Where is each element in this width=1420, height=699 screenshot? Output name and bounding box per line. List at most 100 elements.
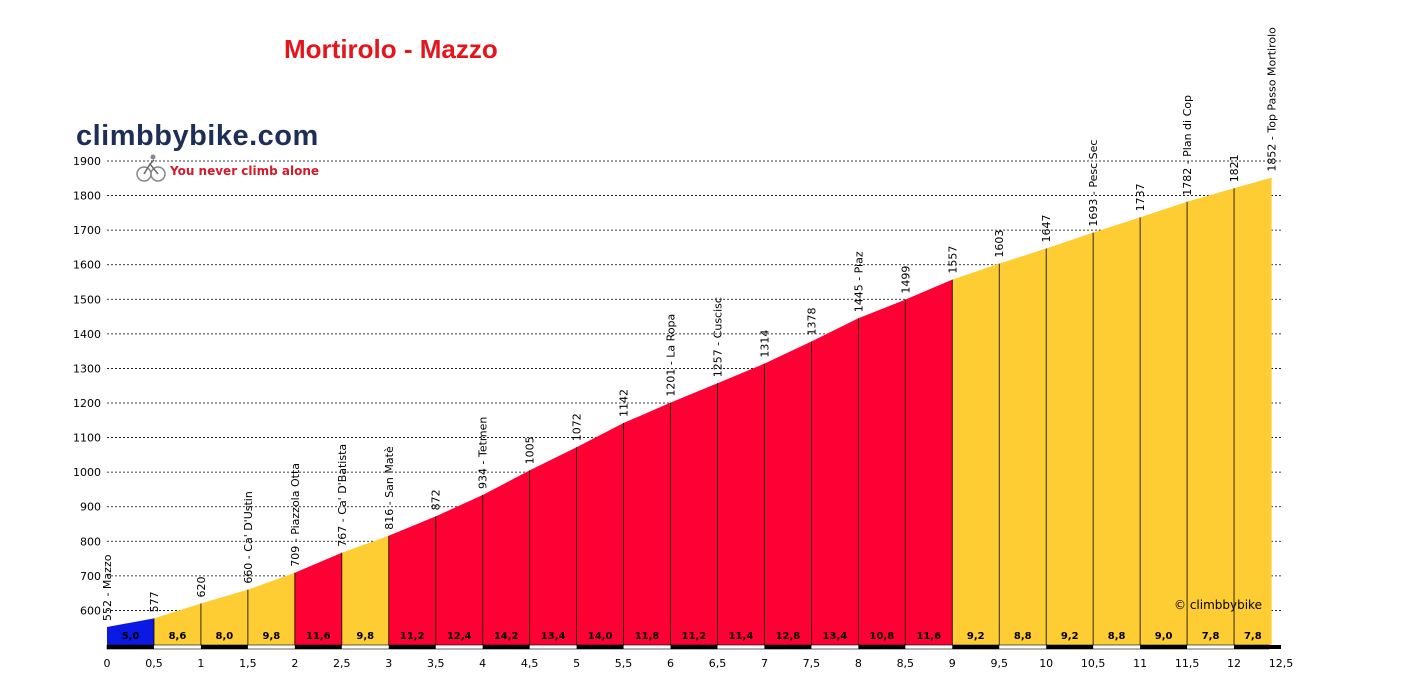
x-tick-label: 8,5 <box>897 657 915 670</box>
y-tick-label: 1500 <box>73 293 101 306</box>
profile-segment <box>905 279 953 645</box>
x-tick-label: 7,5 <box>803 657 821 670</box>
x-tick-label: 8 <box>855 657 862 670</box>
segment-grade-label: 7,8 <box>1202 631 1220 642</box>
profile-segment <box>1187 188 1235 645</box>
logo-text: climbbybike.com <box>76 120 319 152</box>
profile-segment <box>1234 177 1272 645</box>
segment-grade-label: 11,2 <box>682 631 707 642</box>
x-tick-label: 3 <box>385 657 392 670</box>
point-label: 872 <box>430 489 443 510</box>
x-axis-band-segment <box>1046 645 1094 649</box>
point-label: 1445 - Piaz <box>852 251 865 312</box>
x-axis-band-segment <box>294 645 342 649</box>
point-label: 1603 <box>993 230 1006 258</box>
y-tick-label: 1600 <box>73 259 101 272</box>
y-tick-label: 1100 <box>73 432 101 445</box>
x-tick-label: 1 <box>197 657 204 670</box>
segment-grade-label: 9,8 <box>356 631 374 642</box>
x-tick-label: 2 <box>291 657 298 670</box>
x-tick-label: 0 <box>104 657 111 670</box>
point-label: 620 <box>195 577 208 598</box>
point-label: 1647 <box>1040 214 1053 242</box>
profile-segment <box>388 516 436 645</box>
point-label: 1072 <box>571 413 584 441</box>
profile-segment <box>623 402 671 645</box>
x-tick-label: 7 <box>761 657 768 670</box>
segment-grade-label: 8,8 <box>1014 631 1032 642</box>
x-axis-band-segment <box>200 645 248 649</box>
x-tick-label: 6 <box>667 657 674 670</box>
x-axis-band-segment <box>482 645 530 649</box>
segment-grade-label: 10,8 <box>869 631 894 642</box>
x-tick-label: 6,5 <box>709 657 727 670</box>
x-tick-label: 11,5 <box>1175 657 1200 670</box>
y-tick-label: 900 <box>80 501 101 514</box>
profile-segment <box>952 263 1000 645</box>
y-tick-label: 1000 <box>73 466 101 479</box>
profile-segment <box>107 618 154 645</box>
point-label: 1821 <box>1228 154 1241 182</box>
x-axis-band-segment <box>952 645 1000 649</box>
x-tick-label: 11 <box>1133 657 1147 670</box>
profile-segment <box>435 494 483 645</box>
x-tick-label: 1,5 <box>239 657 257 670</box>
profile-segment <box>1140 201 1188 645</box>
y-tick-label: 1300 <box>73 362 101 375</box>
cyclist-icon <box>136 154 166 182</box>
climbbybike-logo: climbbybike.com You never climb alone <box>76 120 319 182</box>
x-tick-label: 4,5 <box>521 657 539 670</box>
x-tick-label: 10,5 <box>1081 657 1106 670</box>
profile-segment <box>529 447 577 645</box>
point-label: 1005 <box>524 436 537 464</box>
x-tick-label: 3,5 <box>427 657 445 670</box>
chart-axes: 6007008009001000110012001300140015001600… <box>73 155 1293 670</box>
profile-segment <box>294 552 342 645</box>
y-tick-label: 700 <box>80 570 101 583</box>
segment-grade-label: 11,8 <box>635 631 660 642</box>
x-axis-band-segment <box>1140 645 1188 649</box>
profile-segment <box>200 589 248 645</box>
point-label: 552 - Mazzo <box>101 554 114 621</box>
x-tick-label: 10 <box>1039 657 1053 670</box>
profile-segment <box>858 299 906 645</box>
segment-grade-label: 8,8 <box>1108 631 1126 642</box>
segment-grade-label: 11,2 <box>400 631 425 642</box>
logo-tagline: You never climb alone <box>170 164 320 178</box>
profile-segment <box>247 572 295 645</box>
y-tick-label: 600 <box>80 604 101 617</box>
profile-segment <box>341 535 389 645</box>
profile-segment <box>811 318 859 645</box>
point-label: 1782 - Plan di Cop <box>1181 95 1194 196</box>
point-label: 1378 <box>805 307 818 335</box>
y-tick-label: 1400 <box>73 328 101 341</box>
profile-segment <box>717 363 765 645</box>
profile-segment <box>764 341 812 645</box>
x-tick-label: 12 <box>1227 657 1241 670</box>
point-label: 1852 - Top Passo Mortirolo <box>1266 27 1279 172</box>
x-axis-band-segment <box>107 645 154 649</box>
profile-segment <box>153 603 201 645</box>
point-label: 1257 - Cuscisc <box>711 297 724 377</box>
point-label: 816 - San Matè <box>383 446 396 530</box>
x-axis-band-segment <box>388 645 436 649</box>
x-tick-label: 9,5 <box>990 657 1008 670</box>
segment-grade-label: 9,8 <box>263 631 281 642</box>
y-tick-label: 1800 <box>73 190 101 203</box>
x-axis-band-segment <box>764 645 812 649</box>
x-axis-band-segment <box>576 645 624 649</box>
x-tick-label: 12,5 <box>1269 657 1294 670</box>
segment-grade-label: 5,0 <box>122 631 140 642</box>
x-axis-band-segment <box>670 645 718 649</box>
segment-grade-label: 12,4 <box>447 631 472 642</box>
x-tick-label: 5,5 <box>615 657 633 670</box>
chart-title: Mortirolo - Mazzo <box>284 34 498 64</box>
profile-area: 5,0 8,6 8,0 9,8 11,6 9,8 11,2 12,4 14,2 13,4 14,0 1… <box>107 177 1272 646</box>
segment-grade-label: 9,2 <box>967 631 985 642</box>
point-label: 1693 - Pesc Sec <box>1087 140 1100 227</box>
profile-segment <box>482 470 530 645</box>
point-label: 577 <box>148 591 161 612</box>
segment-grade-label: 14,0 <box>588 631 613 642</box>
x-axis-band-segment <box>1234 645 1281 649</box>
